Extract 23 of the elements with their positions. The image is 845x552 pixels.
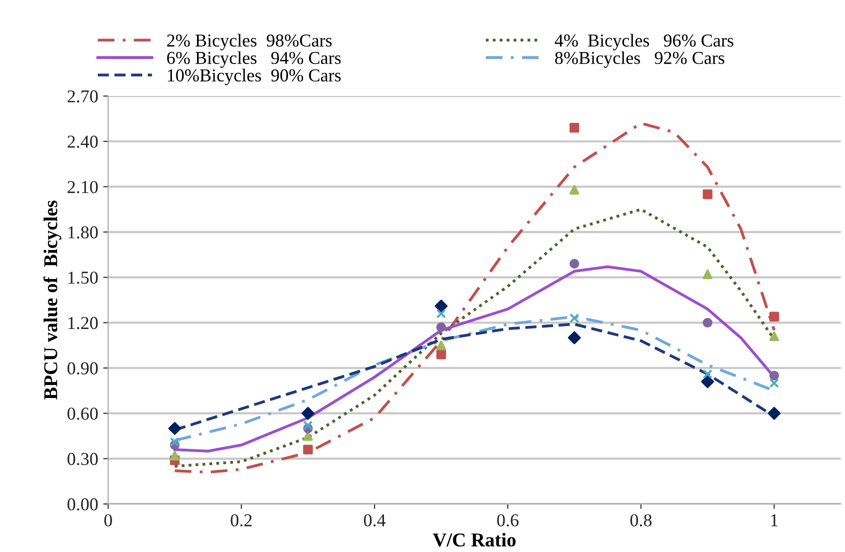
legend-label: 2% Bicycles 98%Cars: [167, 34, 332, 50]
x-tick-label: 1: [771, 514, 778, 526]
x-tick-label: 0.8: [630, 514, 652, 526]
legend-label: 8%Bicycles 92% Cars: [555, 51, 724, 68]
y-tick-label: 2.70: [68, 90, 98, 103]
x-tick-label: 0.2: [230, 514, 252, 526]
y-tick-label: 0.90: [68, 362, 98, 375]
y-axis-title: BPCU value of Bicycles: [43, 200, 62, 400]
legend-label: 10%Bicycles 90% Cars: [168, 68, 341, 86]
y-tick-label: 1.50: [68, 272, 98, 284]
x-axis-title: V/C Ratio: [432, 532, 516, 547]
x-tick-label: 0: [104, 514, 112, 526]
x-tick-label: 0.6: [497, 514, 519, 526]
legend-label: 4% Bicycles 96% Cars: [554, 34, 734, 50]
y-tick-label: 0.00: [68, 498, 98, 510]
y-tick-label: 2.10: [68, 180, 98, 194]
y-tick-label: 0.60: [68, 408, 98, 420]
x-tick-label: 0.4: [364, 514, 386, 526]
y-tick-label: 1.80: [68, 226, 98, 239]
y-tick-label: 2.40: [68, 136, 98, 148]
y-tick-label: 0.30: [68, 452, 98, 466]
legend-label: 6% Bicycles 94% Cars: [167, 51, 341, 68]
y-tick-label: 1.20: [68, 316, 98, 330]
